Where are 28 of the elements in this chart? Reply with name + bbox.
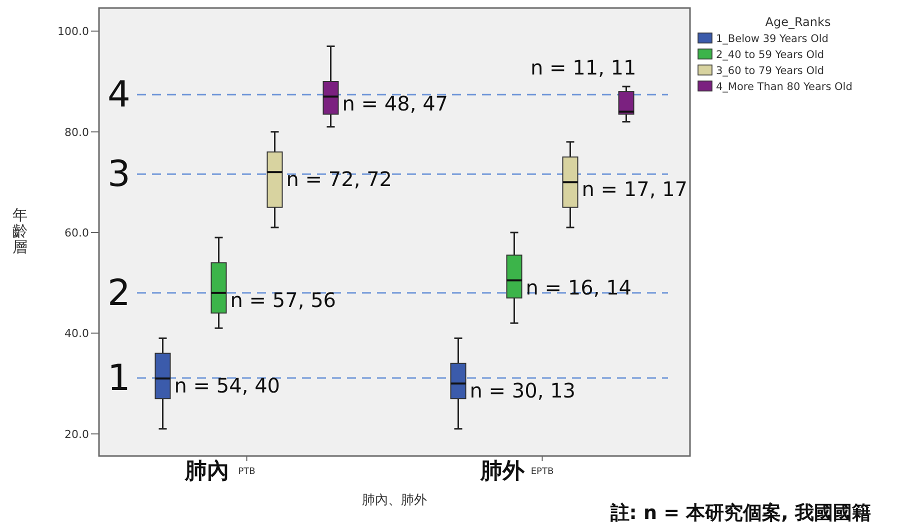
- annotation: 3: [108, 154, 130, 196]
- annotation: 4: [108, 74, 130, 116]
- text: n = 57, 56: [230, 288, 336, 312]
- text: 肺外: [479, 458, 526, 483]
- text: 註: n = 本研究個案, 我國國籍: [609, 502, 871, 524]
- legend-label: 3_60 to 79 Years Old: [716, 65, 824, 77]
- y-axis-title: 年齡層: [12, 206, 28, 256]
- legend-label: 4_More Than 80 Years Old: [716, 81, 852, 93]
- y-tick-label: 100.0: [58, 25, 89, 38]
- legend-label: 1_Below 39 Years Old: [716, 33, 828, 45]
- text: n = 17, 17: [582, 177, 688, 202]
- annotation: 2: [108, 272, 130, 314]
- legend-label: 2_40 to 59 Years Old: [716, 49, 824, 61]
- legend-title: Age_Ranks: [765, 15, 831, 29]
- text: n = 11, 11: [530, 56, 636, 80]
- x-axis-title: 肺內、肺外: [362, 493, 427, 508]
- y-tick-label: 80.0: [64, 126, 89, 139]
- x-tick-label: EPTB: [530, 467, 554, 477]
- y-tick-label: 40.0: [64, 327, 89, 340]
- y-tick-label: 60.0: [64, 226, 89, 240]
- text: n = 48, 47: [342, 92, 448, 116]
- text: n = 30, 13: [470, 378, 576, 403]
- text: n = 54, 40: [174, 373, 280, 398]
- x-tick-label: PTB: [238, 467, 256, 477]
- annotation: 1: [108, 358, 130, 399]
- y-tick-label: 20.0: [64, 428, 89, 441]
- text: n = 72, 72: [286, 167, 392, 192]
- text: 肺內: [184, 458, 229, 483]
